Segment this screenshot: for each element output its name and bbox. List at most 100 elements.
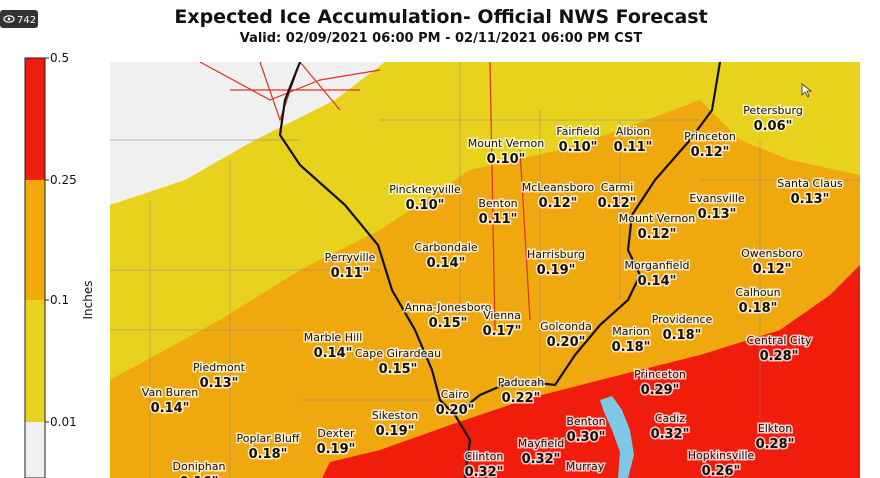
city-name: Pinckneyville [389,183,461,196]
city-name: Benton [478,197,517,210]
city-name: Princeton [684,130,736,143]
city-value: 0.18" [249,447,288,462]
city-value: 0.14" [427,256,466,271]
city-value: 0.19" [376,424,415,439]
title: Expected Ice Accumulation- Official NWS … [174,6,707,28]
county-lines [110,62,860,478]
city-name: Fairfield [556,125,599,138]
city-value: 0.12" [753,262,792,277]
city-value: 0.11" [331,266,370,281]
tick-label: 0.5 [50,51,69,65]
city-name: Poplar Bluff [237,432,300,445]
city-value: 0.12" [691,145,730,160]
city-value: 0.06" [754,119,793,134]
city-value: 0.19" [537,263,576,278]
zone-red [322,265,860,478]
city-name: Petersburg [743,104,803,117]
rivers [278,62,722,478]
city-name: Benton [566,415,605,428]
city-value: 0.10" [406,198,445,213]
city-name: Cadiz [655,412,685,425]
city-name: Murray [566,460,605,473]
city-name: Morganfield [625,259,690,272]
city-value: 0.15" [429,316,468,331]
city-name: Anna-Jonesboro [405,301,492,314]
city-value: 0.16" [180,475,219,478]
city-name: Evansville [689,192,745,205]
city-value: 0.17" [483,324,522,339]
city-value: 0.18" [739,301,778,316]
city-name: McLeansboro [522,181,595,194]
city-name: Golconda [540,320,592,333]
eye-icon [3,15,15,23]
city-value: 0.20" [436,403,475,418]
band-red [25,58,45,180]
city-value: 0.32" [522,452,561,467]
city-name: Mount Vernon [619,212,695,225]
city-name: Van Buren [142,386,198,399]
city-value: 0.28" [756,437,795,452]
colorbar: Inches [24,57,95,478]
city-name: Santa Claus [777,177,843,190]
city-name: Perryville [325,251,376,264]
tick-label: 0.01 [50,415,77,429]
city-name: Piedmont [193,361,246,374]
city-value: 0.18" [612,340,651,355]
city-name: Central City [746,334,812,347]
legend-unit: Inches [81,281,95,320]
city-value: 0.14" [314,346,353,361]
city-value: 0.14" [638,274,677,289]
tick-label: 0.25 [50,173,77,187]
city-value: 0.12" [598,196,637,211]
city-value: 0.12" [638,227,677,242]
city-name: Marble Hill [304,331,363,344]
legend-ticks: 0.5 0.25 0.1 0.01 [45,51,77,429]
city-value: 0.10" [487,152,526,167]
city-value: 0.26" [702,464,741,478]
subtitle: Valid: 02/09/2021 06:00 PM - 02/11/2021 … [240,31,643,46]
city-value: 0.29" [641,383,680,398]
city-value: 0.19" [317,442,356,457]
city-value: 0.11" [614,140,653,155]
city-name: Clinton [465,450,504,463]
city-value: 0.18" [663,328,702,343]
zone-none [110,62,385,205]
city-value: 0.12" [539,196,578,211]
city-value: 0.30" [567,430,606,445]
lake [600,396,634,478]
city-name: Hopkinsville [688,449,755,462]
city-name: Carbondale [414,241,477,254]
colorbar-frame [24,57,46,478]
city-name: Mount Vernon [468,137,544,150]
city-name: Harrisburg [527,248,585,261]
city-name: Owensboro [741,247,803,260]
band-white [25,422,45,478]
city-name: Cairo [441,388,470,401]
city-labels: Petersburg 0.06" Fairfield 0.10" Albion 0.11"… [140,103,844,478]
eye-pupil [7,17,11,21]
city-value: 0.10" [559,140,598,155]
city-value: 0.32" [465,465,504,478]
city-value: 0.22" [502,391,541,406]
city-value: 0.11" [479,212,518,227]
city-name: Princeton [634,368,686,381]
city-name: Doniphan [173,460,226,473]
tick-label: 0.1 [50,293,69,307]
city-name: Providence [652,313,713,326]
city-value: 0.20" [547,335,586,350]
city-name: Dexter [317,427,355,440]
city-name: Elkton [758,422,792,435]
city-value: 0.13" [200,376,239,391]
city-value: 0.28" [760,349,799,364]
city-value: 0.32" [651,427,690,442]
city-name: Sikeston [372,409,419,422]
city-name: Albion [616,125,650,138]
band-orange [25,180,45,300]
city-name: Calhoun [735,286,780,299]
map: Petersburg 0.06" Fairfield 0.10" Albion 0.11"… [110,62,860,478]
city-name: Carmi [601,181,634,194]
view-count: 742 [17,15,36,26]
city-name: Marion [612,325,650,338]
